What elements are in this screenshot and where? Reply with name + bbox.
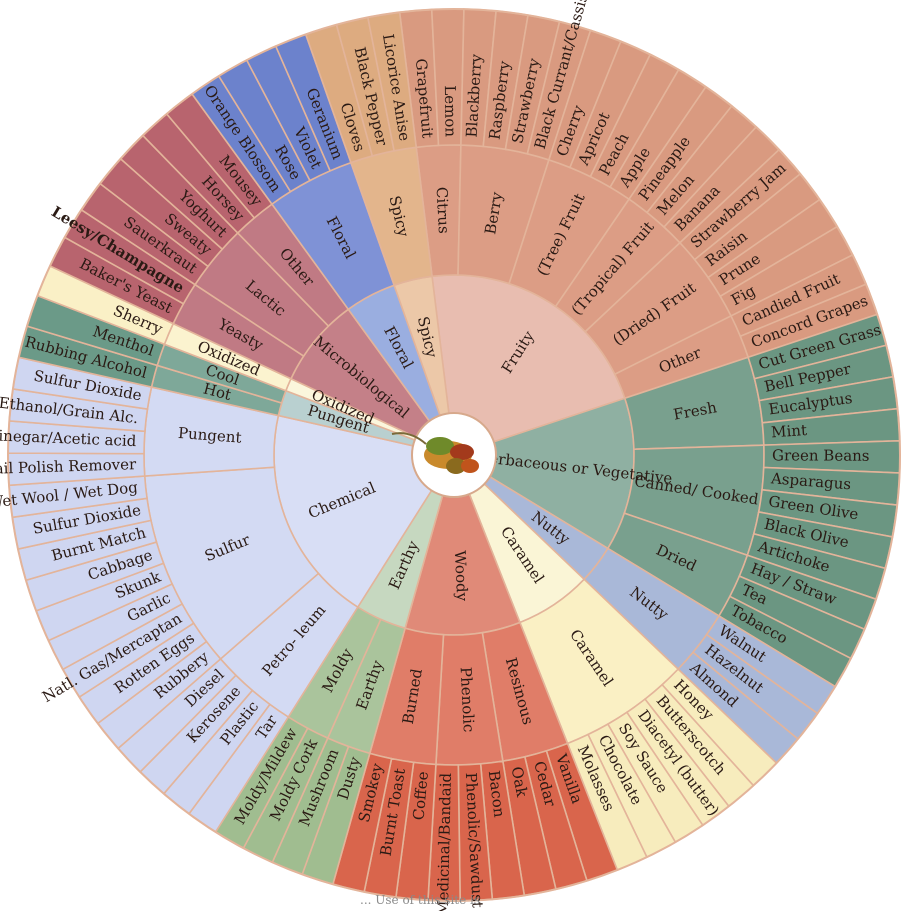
descriptor-label-mint: Mint <box>771 421 808 441</box>
footer-caption: ... Use of this site is <box>360 893 481 907</box>
subcategory-label-pungent: Pungent <box>177 424 242 447</box>
center-grape-logo <box>391 412 497 498</box>
outer-ring-border <box>7 8 901 902</box>
descriptor-label-lemon: Lemon <box>441 85 460 137</box>
category-label-woody: Woody <box>451 550 472 602</box>
descriptor-label-medicinal-bandaid: Medicinal/Bandaid <box>434 772 455 911</box>
subcategory-label-phenolic: Phenolic <box>457 667 478 733</box>
descriptor-label-oak: Oak <box>508 765 532 799</box>
descriptor-label-nail-polish-remover: Nail Polish Remover <box>0 455 137 478</box>
descriptor-label-green-beans: Green Beans <box>772 446 870 464</box>
descriptor-label-bacon: Bacon <box>485 769 509 818</box>
subcategory-label-citrus: Citrus <box>433 186 453 234</box>
descriptor-label-coffee: Coffee <box>409 771 432 822</box>
descriptor-label-blackberry: Blackberry <box>463 53 486 138</box>
